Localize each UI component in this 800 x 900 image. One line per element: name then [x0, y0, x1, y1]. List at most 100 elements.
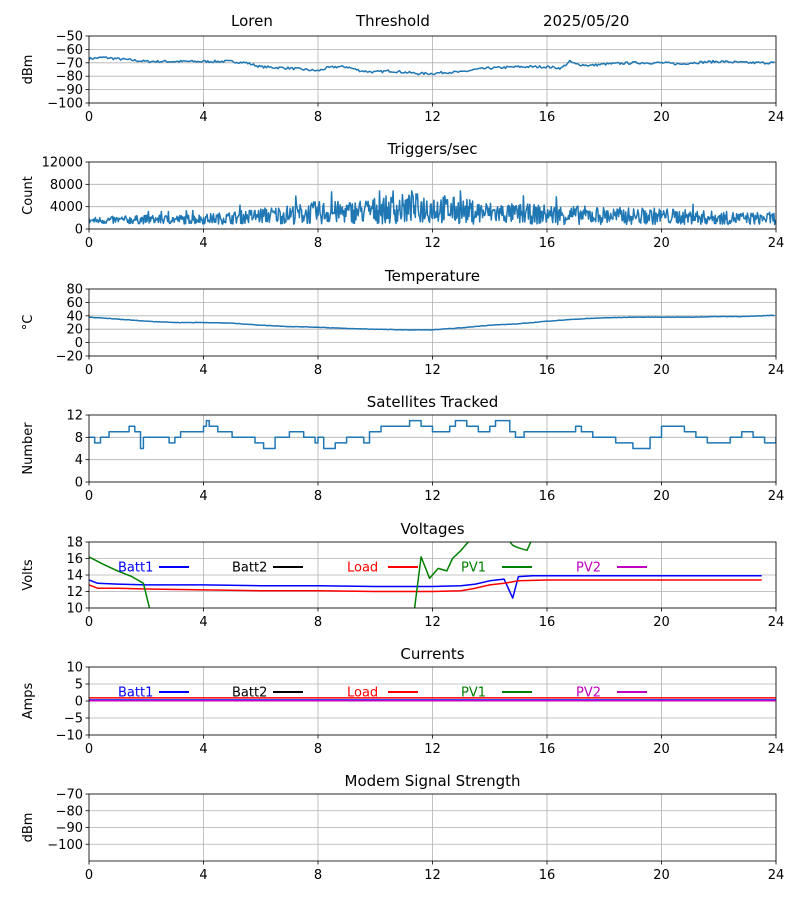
series-load — [89, 579, 762, 593]
y-tick-label: 12000 — [42, 156, 83, 171]
x-tick-label: 24 — [768, 110, 785, 125]
series-pv1 — [89, 542, 532, 608]
series-line — [89, 56, 775, 76]
x-tick-label: 12 — [424, 742, 441, 757]
y-tick-label: 10 — [66, 602, 83, 617]
x-tick-label: 8 — [314, 363, 322, 378]
x-tick-label: 24 — [768, 363, 785, 378]
panel-4: 0 4 8 12 16 20 24 0 4 8 12 Satellites Tracked Number — [21, 393, 784, 504]
x-tick-label: 4 — [199, 742, 207, 757]
x-tick-label: 4 — [199, 868, 207, 883]
x-tick-label: 0 — [85, 110, 93, 125]
x-tick-label: 20 — [653, 110, 670, 125]
x-tick-label: 12 — [424, 489, 441, 504]
x-tick-label: 16 — [539, 742, 556, 757]
x-tick-label: 0 — [85, 742, 93, 757]
plot-area — [89, 542, 762, 608]
panel-title: Currents — [400, 645, 464, 663]
x-tick-label: 12 — [424, 236, 441, 251]
panel-1: 0 4 8 12 16 20 24 −100−90−80−70−60−50 dBm — [21, 30, 784, 126]
x-tick-label: 20 — [653, 363, 670, 378]
y-axis-label: Amps — [21, 682, 36, 719]
y-tick-label: −80 — [56, 70, 83, 85]
x-tick-label: 8 — [314, 489, 322, 504]
y-tick-label: −70 — [56, 788, 83, 803]
legend-label-load: Load — [347, 561, 378, 576]
y-tick-label: 8000 — [50, 178, 83, 193]
series-batt1 — [89, 575, 762, 599]
y-tick-label: 4 — [75, 453, 83, 468]
y-tick-label: 0 — [75, 695, 83, 710]
header-threshold: Threshold — [355, 12, 430, 30]
y-tick-label: −80 — [56, 804, 83, 819]
x-tick-label: 16 — [539, 615, 556, 630]
panel-title: Temperature — [384, 267, 480, 285]
panel-title: Voltages — [400, 520, 464, 538]
y-tick-label: 12 — [66, 409, 83, 424]
y-tick-label: −100 — [47, 838, 83, 853]
x-tick-label: 8 — [314, 615, 322, 630]
y-axis-label: dBm — [21, 813, 36, 843]
legend-label-load: Load — [347, 686, 378, 701]
y-tick-label: 40 — [66, 309, 83, 324]
legend-label-batt2: Batt2 — [232, 686, 267, 701]
x-tick-label: 0 — [85, 868, 93, 883]
y-tick-label: −70 — [56, 56, 83, 71]
header-date: 2025/05/20 — [543, 12, 629, 30]
y-tick-label: −60 — [56, 43, 83, 58]
y-tick-label: 0 — [75, 476, 83, 491]
plot-area — [89, 56, 775, 76]
legend-label-pv2: PV2 — [576, 686, 601, 701]
panel-title: Triggers/sec — [387, 140, 478, 158]
y-axis-label: Count — [21, 176, 36, 215]
y-tick-label: 8 — [75, 431, 83, 446]
x-tick-label: 12 — [424, 615, 441, 630]
x-tick-label: 24 — [768, 742, 785, 757]
x-tick-label: 20 — [653, 489, 670, 504]
legend-label-batt1: Batt1 — [118, 686, 153, 701]
x-tick-label: 16 — [539, 868, 556, 883]
x-tick-label: 8 — [314, 868, 322, 883]
y-tick-label: −90 — [56, 821, 83, 836]
x-tick-label: 4 — [199, 363, 207, 378]
y-tick-label: 0 — [75, 336, 83, 351]
x-tick-label: 16 — [539, 363, 556, 378]
y-axis-label: °C — [21, 315, 36, 331]
y-axis-label: Number — [21, 422, 36, 475]
x-tick-label: 4 — [199, 110, 207, 125]
plot-area — [89, 190, 776, 226]
series-line — [89, 190, 776, 226]
y-tick-label: 18 — [66, 536, 83, 551]
panel-2: 0 4 8 12 16 20 24 0 4000 8000 12000 Triggers/sec Cou… — [21, 140, 784, 251]
x-tick-label: 12 — [424, 110, 441, 125]
y-tick-label: −10 — [56, 729, 83, 744]
x-tick-label: 16 — [539, 110, 556, 125]
x-tick-label: 24 — [768, 868, 785, 883]
y-tick-label: 0 — [75, 223, 83, 238]
x-tick-label: 24 — [768, 489, 785, 504]
y-tick-label: 16 — [66, 552, 83, 567]
x-tick-label: 0 — [85, 363, 93, 378]
y-tick-label: 5 — [75, 678, 83, 693]
plot-area — [89, 697, 776, 702]
x-tick-label: 16 — [539, 236, 556, 251]
x-tick-label: 4 — [199, 615, 207, 630]
x-tick-label: 12 — [424, 868, 441, 883]
x-tick-label: 4 — [199, 236, 207, 251]
y-axis-label: dBm — [21, 55, 36, 85]
y-tick-label: 60 — [66, 296, 83, 311]
x-tick-label: 0 — [85, 615, 93, 630]
x-tick-label: 8 — [314, 742, 322, 757]
panel-title: Modem Signal Strength — [345, 772, 521, 790]
y-tick-label: 20 — [66, 323, 83, 338]
y-tick-label: 4000 — [50, 200, 83, 215]
series-line — [89, 419, 776, 450]
y-tick-label: 12 — [66, 585, 83, 600]
x-tick-label: 20 — [653, 742, 670, 757]
header-station: Loren — [231, 12, 273, 30]
x-tick-label: 12 — [424, 363, 441, 378]
